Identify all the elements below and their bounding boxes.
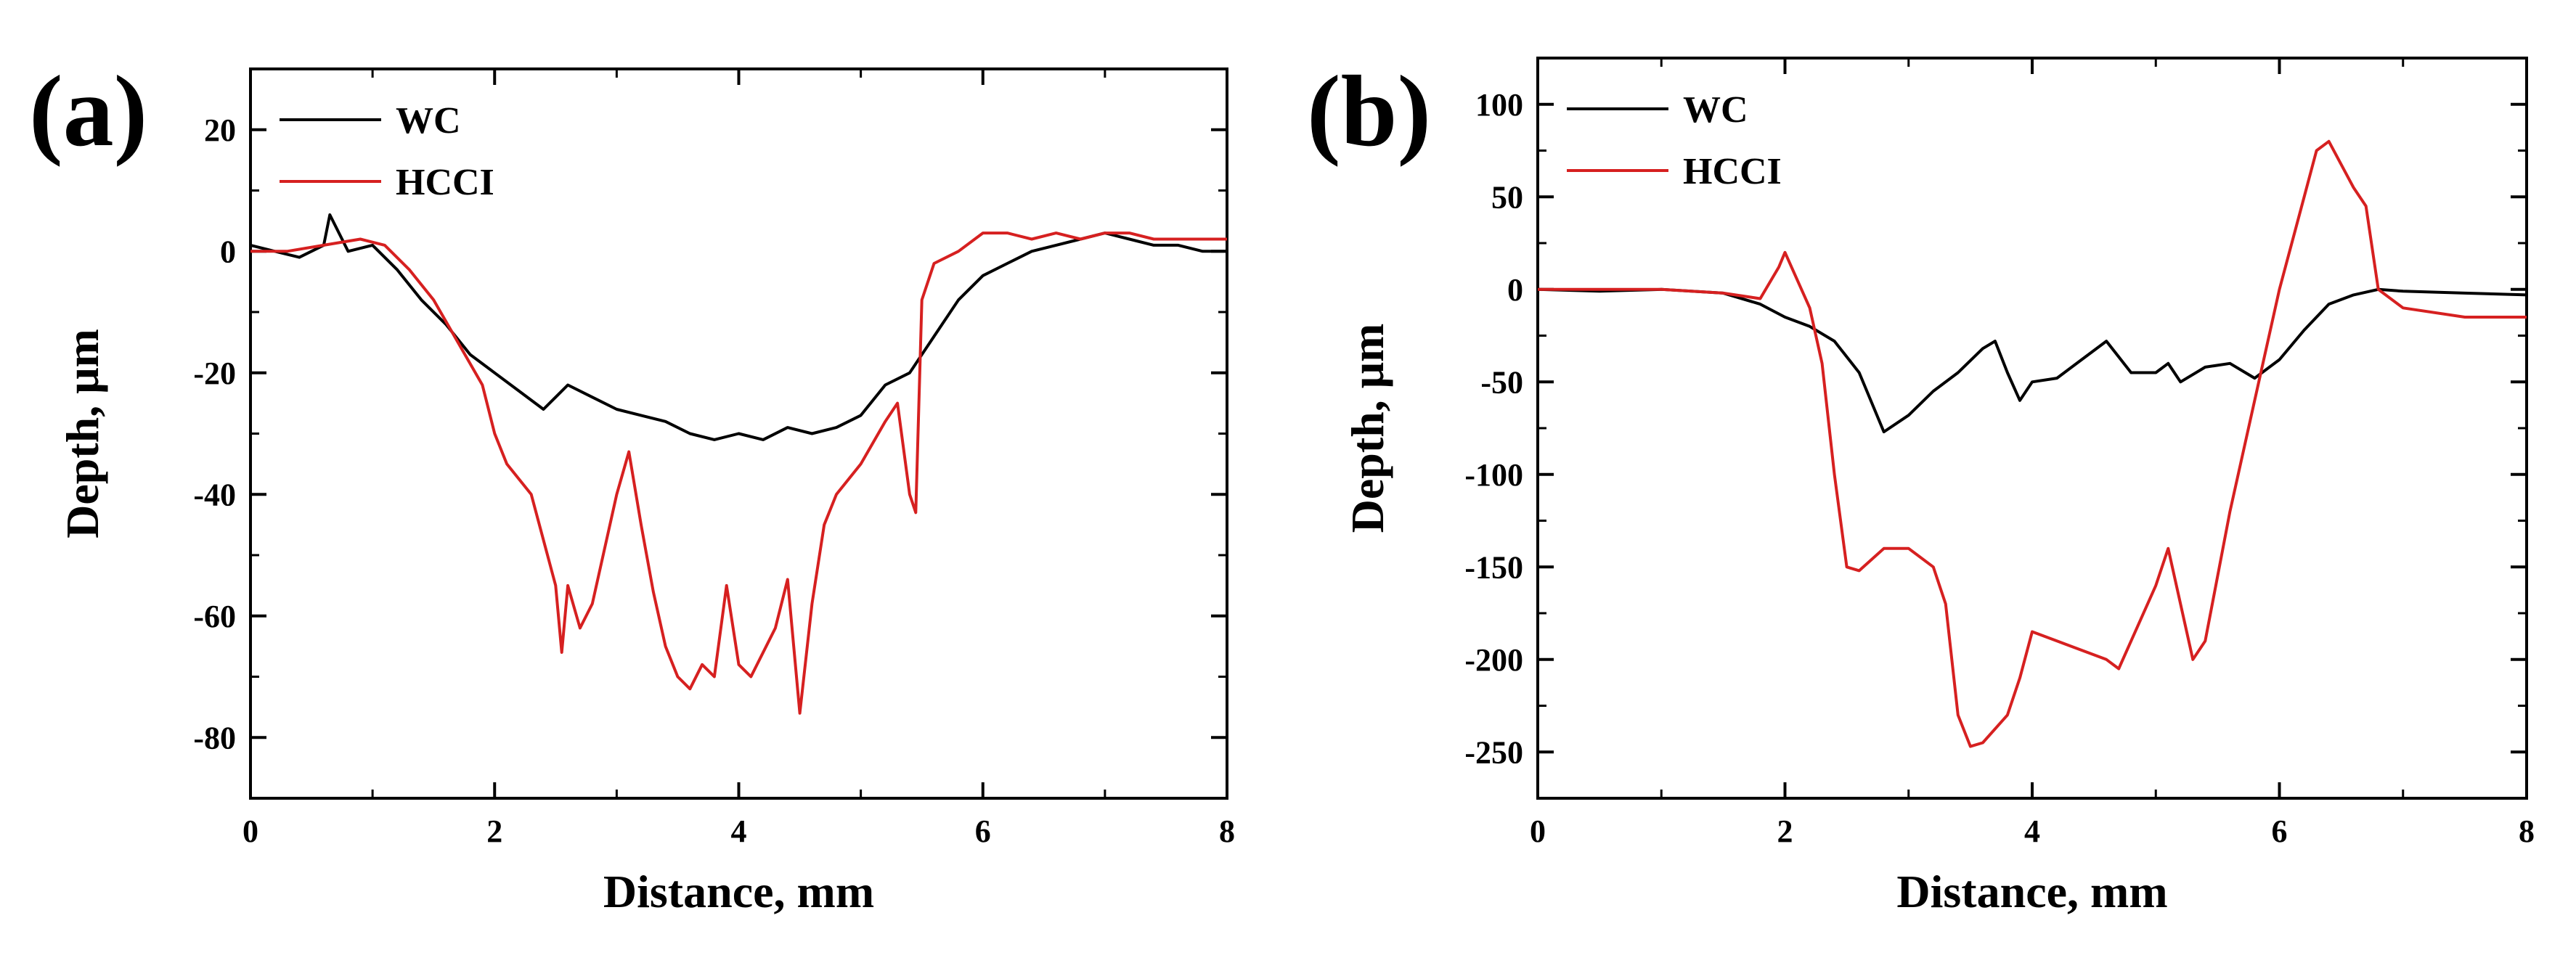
x-tick-label: 0 <box>1530 813 1546 849</box>
y-tick-label: -100 <box>1464 457 1523 493</box>
y-tick-label: 50 <box>1491 179 1523 215</box>
y-axis-title: Depth, μm <box>1342 324 1393 533</box>
y-tick-label: 0 <box>1507 272 1523 308</box>
legend-label-wc: WC <box>1683 89 1748 131</box>
y-tick-label: -20 <box>193 356 236 391</box>
panel-a: 0 2 4 6 8 20 0 -20 -40 -60 -80 Distance, mm Depth, μ… <box>29 55 1235 917</box>
x-tick-label: 0 <box>242 813 258 849</box>
series-line-wc <box>250 213 1227 441</box>
legend-label-hcci: HCCI <box>1683 151 1782 192</box>
x-axis-title: Distance, mm <box>1896 866 2167 917</box>
x-tick-label: 8 <box>1219 813 1235 849</box>
series-line-wc <box>1537 287 2527 434</box>
x-tick-label: 2 <box>1777 813 1793 849</box>
panel-label: (a) <box>29 55 147 168</box>
y-tick-label: -150 <box>1464 549 1523 585</box>
panel-label: (b) <box>1307 55 1431 168</box>
legend-label-hcci: HCCI <box>396 162 494 203</box>
y-tick-label: 0 <box>220 234 236 269</box>
x-tick-label: 4 <box>731 813 747 849</box>
y-tick-label: -250 <box>1464 734 1523 770</box>
y-axis-title: Depth, μm <box>57 329 108 538</box>
x-tick-label: 6 <box>975 813 991 849</box>
legend-label-wc: WC <box>396 100 461 142</box>
x-axis-title: Distance, mm <box>603 866 874 917</box>
y-tick-label: -200 <box>1464 642 1523 678</box>
y-tick-label: -80 <box>193 720 236 755</box>
y-tick-label: -50 <box>1480 364 1523 400</box>
series-line-hcci <box>1538 139 2527 748</box>
x-tick-label: 4 <box>2024 813 2040 849</box>
x-tick-label: 8 <box>2519 813 2535 849</box>
y-tick-label: -60 <box>193 599 236 634</box>
panel-b: 0 2 4 6 8 100 50 0 -50 -100 -150 -200 -250 Distance, … <box>1307 55 2535 917</box>
y-tick-label: 100 <box>1475 87 1523 123</box>
series-line-hcci <box>250 231 1227 715</box>
y-tick-label: -40 <box>193 477 236 512</box>
y-tick-label: 20 <box>204 112 236 148</box>
x-tick-label: 6 <box>2272 813 2288 849</box>
x-tick-label: 2 <box>486 813 502 849</box>
